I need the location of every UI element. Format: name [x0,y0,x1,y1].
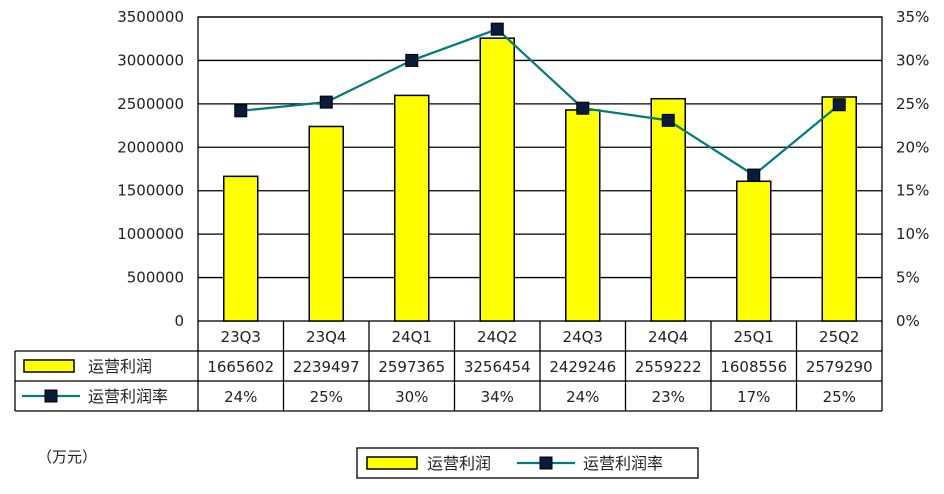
data-label: 3256454 [464,358,531,376]
table-row-label: 运营利润率 [88,387,168,406]
table-line-key-marker [44,389,58,403]
unit-note: （万元） [37,448,98,466]
line-marker [576,101,590,115]
bar [223,175,259,322]
bar [308,125,344,322]
x-tick-label: 23Q4 [306,328,346,346]
data-label: 34% [481,388,514,406]
y-left-tick-label: 500000 [127,269,184,287]
y-left-tick-label: 2500000 [117,95,184,113]
table-bar-key [23,359,75,373]
x-tick-label: 24Q3 [563,328,603,346]
y-right-tick-label: 25% [896,95,929,113]
y-right-tick-label: 10% [896,225,929,243]
line-marker [832,98,846,112]
y-right-tick-label: 5% [896,269,920,287]
data-label: 25% [823,388,856,406]
bar [394,94,430,322]
data-label: 24% [566,388,599,406]
table-row-label: 运营利润 [88,357,152,376]
bar [650,97,686,322]
data-label: 2579290 [806,358,873,376]
data-label: 2559222 [635,358,702,376]
data-label: 25% [310,388,343,406]
data-label: 2239497 [293,358,360,376]
data-label: 1665602 [207,358,274,376]
legend-label: 运营利润率 [583,454,663,473]
line-marker [747,168,761,182]
legend-line-key-marker [539,456,553,470]
y-left-tick-label: 1500000 [117,182,184,200]
y-left-tick-label: 2000000 [117,138,184,156]
y-right-tick-label: 0% [896,312,920,330]
y-left-tick-label: 0 [174,312,184,330]
y-left-tick-label: 1000000 [117,225,184,243]
data-label: 23% [652,388,685,406]
x-tick-label: 25Q1 [734,328,774,346]
line-marker [490,22,504,36]
y-right-tick-label: 35% [896,8,929,26]
series-line [240,27,840,177]
data-label: 30% [395,388,428,406]
y-right-tick-label: 30% [896,51,929,69]
data-label: 1608556 [720,358,787,376]
y-left-tick-label: 3000000 [117,51,184,69]
line-marker [234,104,248,118]
y-left-tick-label: 3500000 [117,8,184,26]
legend-label: 运营利润 [427,454,491,473]
x-tick-label: 25Q2 [819,328,859,346]
bar [736,180,772,322]
legend-bar-key [366,456,418,470]
data-label: 24% [224,388,257,406]
y-right-tick-label: 20% [896,138,929,156]
x-tick-label: 24Q1 [392,328,432,346]
line-marker [661,113,675,127]
x-tick-label: 23Q3 [221,328,261,346]
data-label: 17% [737,388,770,406]
y-right-tick-label: 15% [896,182,929,200]
bar [479,37,515,322]
line-marker [405,53,419,67]
bar [821,96,857,322]
data-label: 2597365 [378,358,445,376]
bar [565,109,601,322]
x-tick-label: 24Q4 [648,328,688,346]
data-label: 2429246 [549,358,616,376]
x-tick-label: 24Q2 [477,328,517,346]
line-marker [319,95,333,109]
plot-area [197,16,883,322]
